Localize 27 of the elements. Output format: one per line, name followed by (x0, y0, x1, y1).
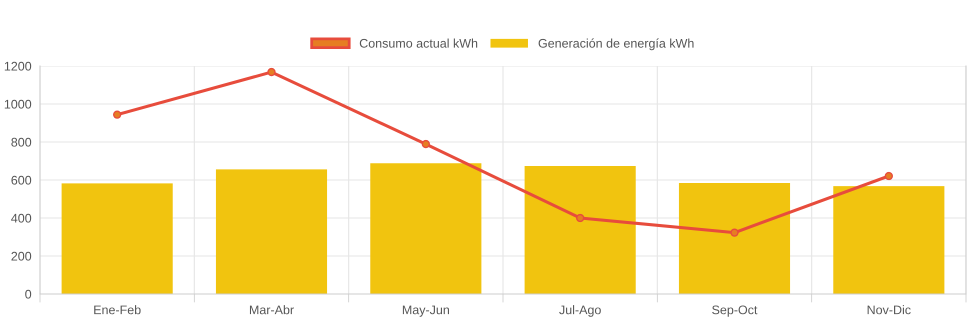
x-tick-label: Ene-Feb (94, 305, 141, 314)
bar (62, 183, 173, 294)
x-tick-label: Jul-Ago (559, 305, 601, 317)
point (422, 140, 430, 148)
y-tick-label: 600 (11, 176, 32, 185)
y-tick-label: 0 (25, 290, 32, 299)
x-tick-label: Nov-Dic (868, 305, 911, 314)
y-tick-label: 800 (11, 138, 32, 147)
y-tick-label: 400 (11, 214, 32, 223)
x-tick-label: Sep-Oct (712, 305, 758, 317)
y-tick-label: 1000 (4, 100, 32, 109)
bar (678, 183, 790, 294)
x-tick-label: Mar-Abr (250, 305, 294, 314)
x-tick-label: May-Jun (402, 306, 449, 317)
bar (833, 186, 944, 294)
bar (370, 163, 482, 294)
bar (216, 169, 328, 294)
point (576, 214, 584, 222)
point (884, 172, 893, 180)
bar (524, 166, 636, 294)
y-tick-label: 1200 (4, 62, 32, 71)
point (113, 110, 122, 119)
point (730, 228, 739, 237)
legend-label: Consumo actual kWh (360, 38, 478, 48)
y-tick-label: 200 (11, 252, 32, 261)
point (267, 68, 276, 76)
legend-label: Generación de energía kWh (538, 38, 694, 50)
